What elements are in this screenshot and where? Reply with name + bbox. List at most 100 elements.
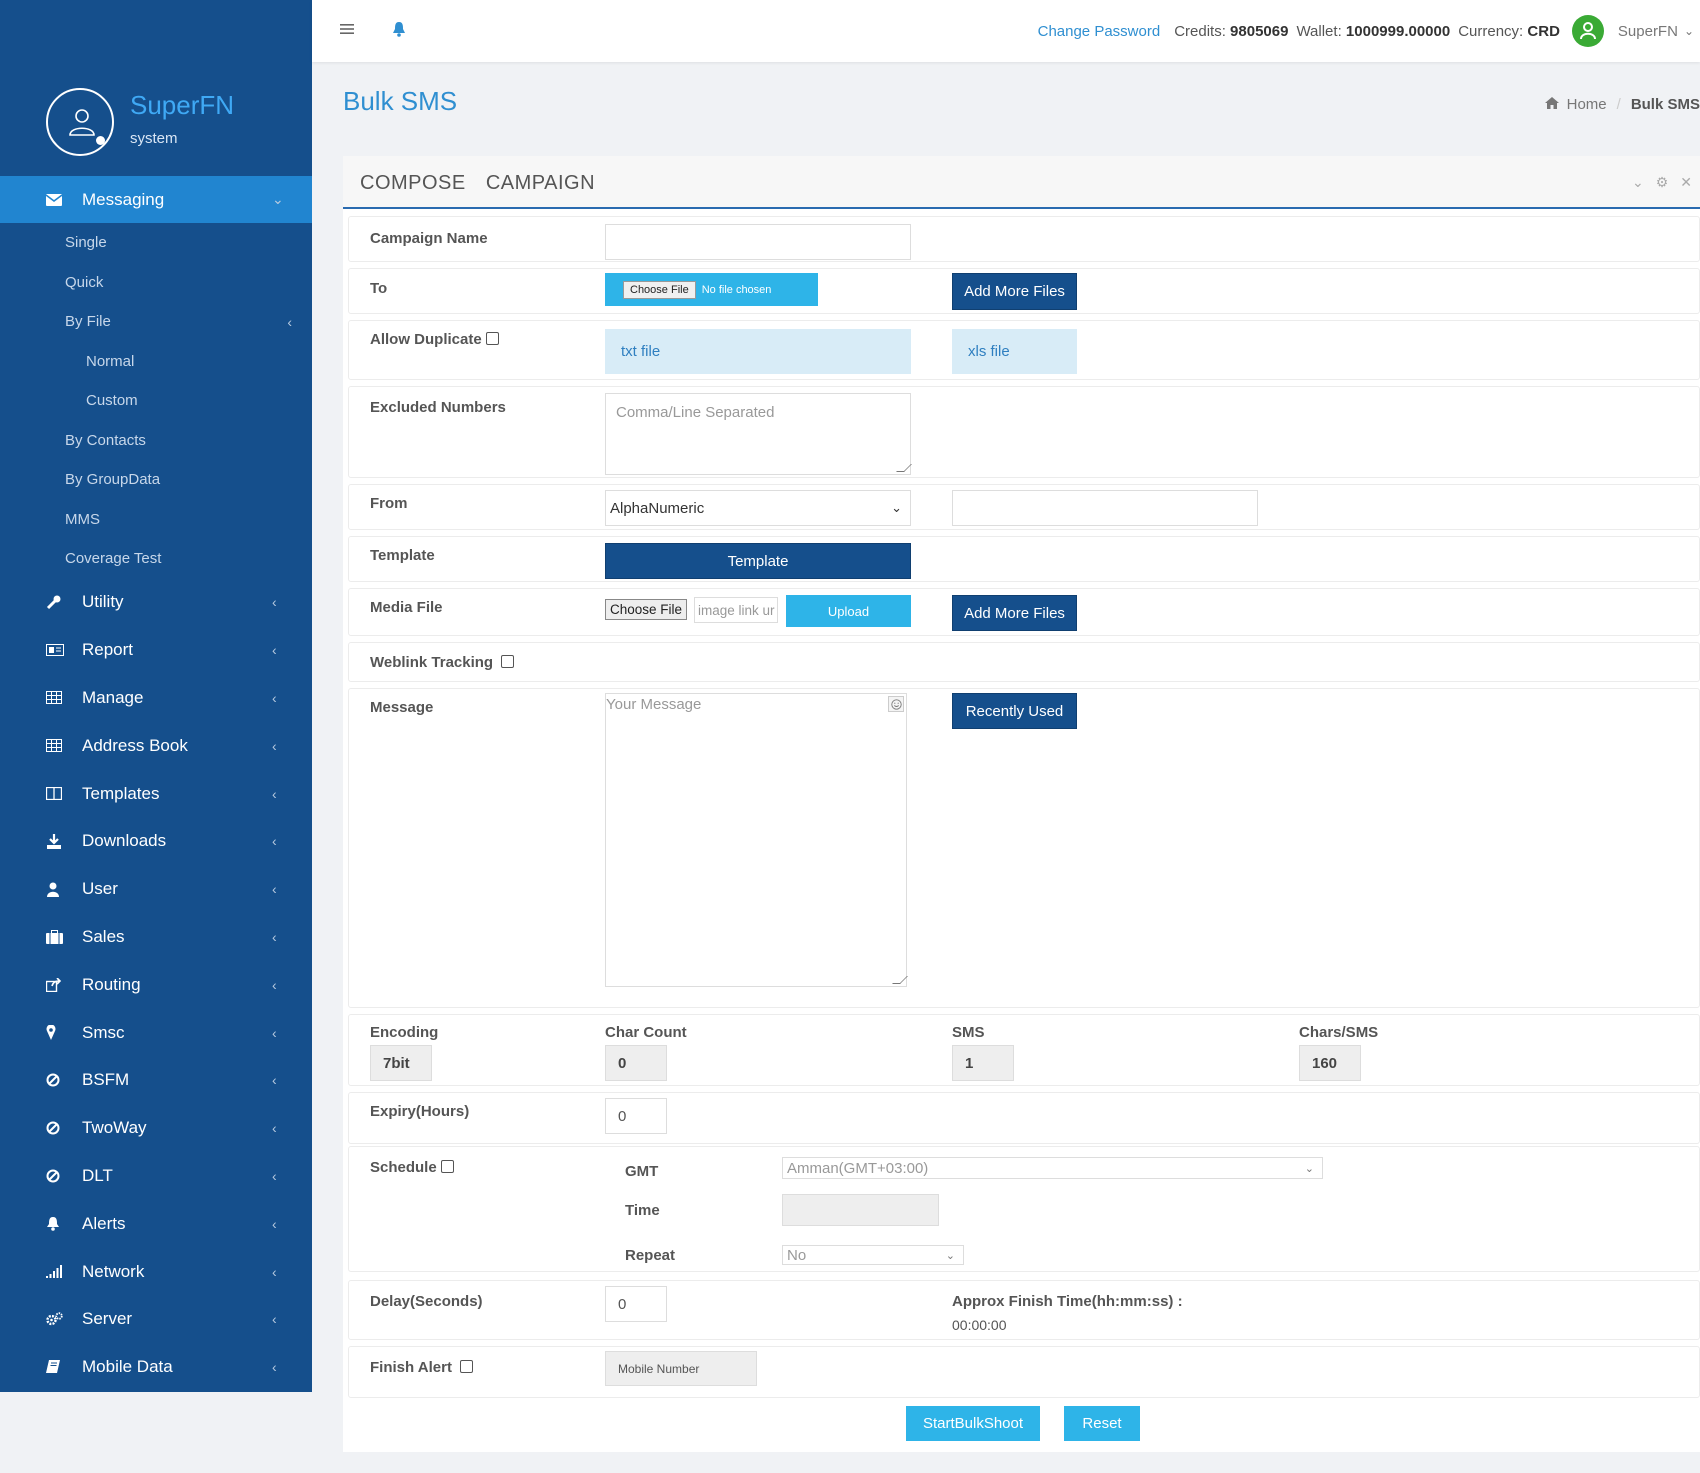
add-more-files-button[interactable]: Add More Files <box>952 273 1077 310</box>
briefcase-icon <box>0 929 82 944</box>
sidebar-subitem-by-file[interactable]: By File ‹ <box>65 313 292 331</box>
approx-finish-label: Approx Finish Time(hh:mm:ss) : <box>952 1293 1183 1310</box>
allow-duplicate-checkbox[interactable] <box>485 331 499 345</box>
mobile-number-input[interactable]: Mobile Number <box>605 1351 757 1386</box>
tab-campaign[interactable]: CAMPAIGN <box>485 172 596 194</box>
sidebar-subitem-by-groupdata[interactable]: By GroupData <box>65 471 161 489</box>
time-input[interactable] <box>782 1194 939 1226</box>
sidebar-item-server[interactable]: Server ‹ <box>0 1295 312 1343</box>
change-password-link[interactable]: Change Password <box>1037 22 1161 40</box>
sidebar-subitem-custom[interactable]: Custom <box>86 392 138 410</box>
chevron-down-icon[interactable]: ⌄ <box>1683 24 1694 38</box>
sidebar-item-routing[interactable]: Routing ‹ <box>0 961 312 1009</box>
chevron-left-icon: ‹ <box>272 642 277 659</box>
row-delay: Delay(Seconds) 0 Approx Finish Time(hh:m… <box>348 1280 1700 1340</box>
message-textarea[interactable]: Your Message <box>605 693 908 987</box>
expiry-input[interactable]: 0 <box>605 1098 667 1134</box>
row-weblink-tracking: Weblink Tracking <box>348 642 1700 682</box>
sidebar-item-templates[interactable]: Templates ‹ <box>0 770 312 818</box>
sidebar-subitem-normal[interactable]: Normal <box>86 352 135 370</box>
breadcrumb-separator: / <box>1616 96 1621 113</box>
top-bar: Change Password Credits: 9805069 Wallet:… <box>312 0 1700 62</box>
schedule-label: Schedule <box>370 1159 454 1176</box>
gear-icon[interactable]: ⚙ <box>1655 174 1669 190</box>
sidebar-subitem-coverage-test[interactable]: Coverage Test <box>65 550 162 568</box>
sidebar-subitem-mms[interactable]: MMS <box>65 510 100 528</box>
txt-file-info: txt file <box>605 329 911 374</box>
sidebar-item-dlt[interactable]: DLT ‹ <box>0 1152 312 1200</box>
resize-handle[interactable] <box>896 464 912 472</box>
campaign-name-label: Campaign Name <box>370 230 488 247</box>
template-button[interactable]: Template <box>605 543 911 579</box>
finish-alert-checkbox[interactable] <box>460 1359 474 1373</box>
chevron-left-icon: ‹ <box>272 737 277 754</box>
chevron-left-icon: ‹ <box>272 1263 277 1280</box>
sidebar-item-bsfm[interactable]: BSFM ‹ <box>0 1056 312 1104</box>
user-avatar[interactable] <box>1571 15 1604 47</box>
share-icon <box>0 977 82 992</box>
repeat-select[interactable]: No ⌄ <box>782 1245 964 1265</box>
notification-bell-icon[interactable] <box>392 21 406 41</box>
campaign-name-input[interactable] <box>605 224 911 260</box>
sidebar-item-manage[interactable]: Manage ‹ <box>0 674 312 722</box>
recently-used-button[interactable]: Recently Used <box>952 693 1077 729</box>
panel-header: COMPOSE CAMPAIGN ⌄ ⚙ ✕ <box>343 156 1700 209</box>
reset-button[interactable]: Reset <box>1064 1406 1140 1441</box>
gmt-select[interactable]: Amman(GMT+03:00) ⌄ <box>782 1157 1323 1179</box>
delay-input[interactable]: 0 <box>605 1286 667 1322</box>
collapse-icon[interactable]: ⌄ <box>1631 174 1644 190</box>
user-outline-icon <box>69 109 95 136</box>
menu-toggle-icon[interactable] <box>340 22 354 39</box>
to-label: To <box>370 280 388 297</box>
start-bulk-shoot-button[interactable]: StartBulkShoot <box>906 1406 1040 1441</box>
sidebar-item-sales[interactable]: Sales ‹ <box>0 913 312 961</box>
weblink-tracking-label: Weblink Tracking <box>370 654 515 671</box>
tab-compose[interactable]: COMPOSE <box>360 172 466 194</box>
sidebar-item-network[interactable]: Network ‹ <box>0 1248 312 1296</box>
profile-name: SuperFN <box>130 90 235 120</box>
sidebar-item-report[interactable]: Report ‹ <box>0 626 312 674</box>
sidebar-item-user[interactable]: User ‹ <box>0 865 312 913</box>
breadcrumb-home[interactable]: Home <box>1566 96 1607 113</box>
sidebar-item-twoway[interactable]: TwoWay ‹ <box>0 1104 312 1152</box>
sidebar-subitem-by-contacts[interactable]: By Contacts <box>65 431 146 449</box>
sidebar-item-mobile-data[interactable]: Mobile Data ‹ <box>0 1343 312 1391</box>
sidebar: SuperFN system Messaging ⌄ Single Quick … <box>0 0 312 1392</box>
from-type-select[interactable]: AlphaNumeric ⌄ <box>605 490 911 526</box>
sidebar-item-address-book[interactable]: Address Book ‹ <box>0 722 312 770</box>
sidebar-subitem-quick[interactable]: Quick <box>65 273 104 291</box>
row-message: Message Your Message Recently Used <box>348 688 1700 1008</box>
upload-button[interactable]: Upload <box>786 595 911 627</box>
download-icon <box>0 833 82 849</box>
sidebar-profile: SuperFN system <box>0 0 312 176</box>
user-menu[interactable]: SuperFN <box>1617 22 1678 40</box>
media-add-more-files-button[interactable]: Add More Files <box>952 595 1077 631</box>
chevron-left-icon: ‹ <box>272 833 277 850</box>
close-icon[interactable]: ✕ <box>1680 174 1692 190</box>
sidebar-item-smsc[interactable]: Smsc ‹ <box>0 1009 312 1057</box>
wallet-display: Wallet: 1000999.00000 <box>1296 22 1451 40</box>
resize-handle[interactable] <box>892 976 908 984</box>
media-choose-file-button[interactable]: Choose File <box>605 599 687 620</box>
emoji-icon[interactable] <box>888 696 904 712</box>
row-from: From AlphaNumeric ⌄ <box>348 484 1700 530</box>
from-sender-input[interactable] <box>952 490 1258 526</box>
sidebar-item-messaging[interactable]: Messaging ⌄ <box>0 176 312 223</box>
schedule-checkbox[interactable] <box>440 1159 454 1173</box>
sidebar-item-downloads[interactable]: Downloads ‹ <box>0 817 312 865</box>
row-schedule: Schedule GMT Amman(GMT+03:00) ⌄ Time Rep… <box>348 1146 1700 1272</box>
choose-file-button[interactable]: Choose File <box>623 280 696 299</box>
sidebar-item-utility[interactable]: Utility ‹ <box>0 579 312 627</box>
to-file-picker[interactable]: Choose File No file chosen <box>605 273 818 306</box>
chevron-down-icon: ⌄ <box>891 500 902 515</box>
sidebar-item-alerts[interactable]: Alerts ‹ <box>0 1200 312 1248</box>
media-link-input[interactable]: image link ur <box>694 597 778 623</box>
weblink-tracking-checkbox[interactable] <box>501 654 515 668</box>
book-icon <box>0 1359 82 1375</box>
panel-tools: ⌄ ⚙ ✕ <box>1632 174 1692 191</box>
avatar[interactable] <box>46 88 114 156</box>
row-expiry: Expiry(Hours) 0 <box>348 1092 1700 1144</box>
sidebar-subitem-single[interactable]: Single <box>65 234 107 252</box>
expiry-label: Expiry(Hours) <box>370 1103 470 1120</box>
excluded-numbers-textarea[interactable]: Comma/Line Separated <box>605 393 912 475</box>
